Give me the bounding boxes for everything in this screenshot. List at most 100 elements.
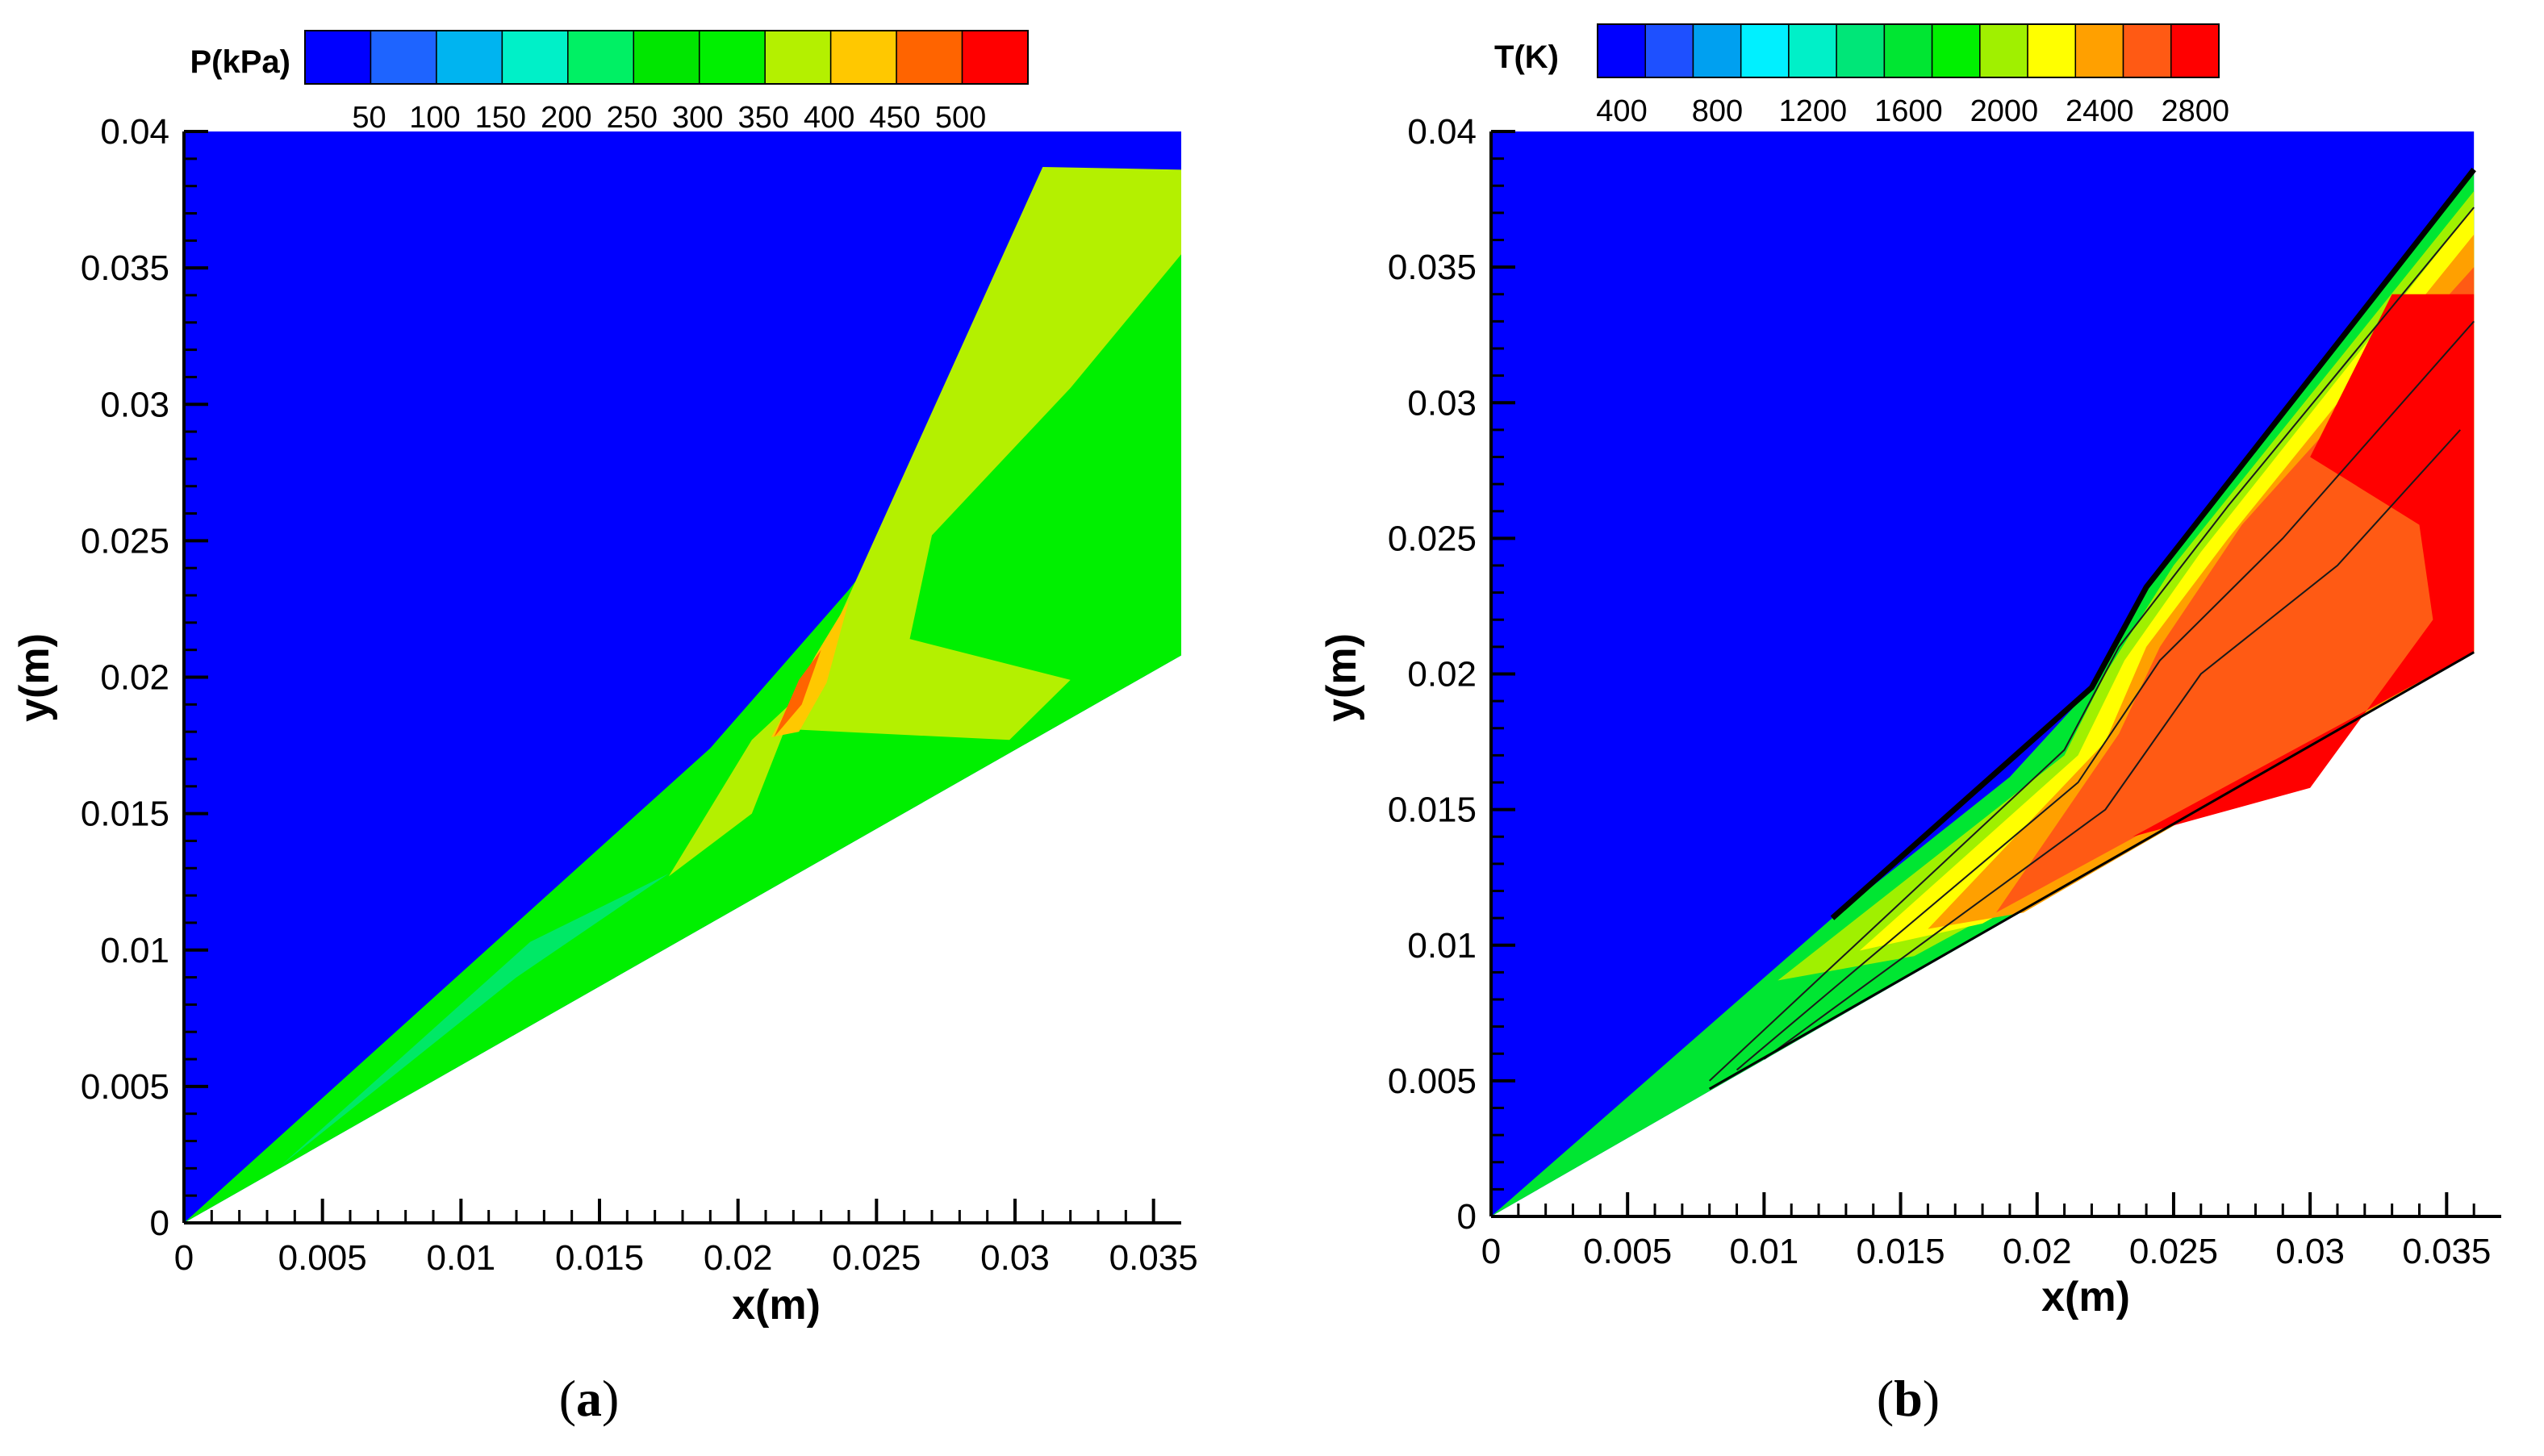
contour-line <box>1709 207 2475 1082</box>
x-tick-label: 0.025 <box>2129 1232 2218 1271</box>
legend-frame <box>1597 23 2220 78</box>
y-tick-label: 0.025 <box>1388 519 1477 558</box>
x-tick-label: 0.03 <box>980 1238 1050 1278</box>
legend-swatch <box>436 30 503 85</box>
legend-swatch <box>633 30 700 85</box>
x-tick-label: 0.03 <box>2275 1232 2345 1271</box>
legend-swatch <box>2170 23 2220 78</box>
y-tick-label: 0.015 <box>81 795 169 834</box>
legend-label: 1200 <box>1779 94 1848 128</box>
x-tick-label: 0 <box>174 1238 194 1278</box>
legend-swatch <box>2074 23 2124 78</box>
legend-swatch <box>1644 23 1694 78</box>
legend-swatch <box>370 30 437 85</box>
contour-line <box>1736 320 2475 1071</box>
spike-region <box>774 649 821 737</box>
wedge-surface-line <box>1708 651 2475 1091</box>
legend-swatch <box>1979 23 2028 78</box>
legend-swatch <box>2027 23 2077 78</box>
y-tick-label: 0.03 <box>1407 383 1477 423</box>
y-tick-label: 0.02 <box>100 658 169 698</box>
y-tick-label: 0.005 <box>1388 1062 1477 1101</box>
y-tick-label: 0.035 <box>1388 248 1477 287</box>
legend-swatch <box>961 30 1029 85</box>
legend-swatch <box>2122 23 2172 78</box>
y-tick-label: 0 <box>150 1204 169 1243</box>
x-tick-label: 0.015 <box>555 1238 644 1278</box>
legend-label: 250 <box>607 101 658 135</box>
y-axis-title: y(m) <box>1318 633 1365 722</box>
legend-swatch <box>1597 23 1646 78</box>
y-tick-label: 0.01 <box>100 931 169 970</box>
caption-letter: a <box>576 1370 602 1427</box>
legend-title: P(kPa) <box>190 44 291 80</box>
legend-label: 400 <box>804 101 854 135</box>
freestream-region <box>184 131 1181 1223</box>
legend-swatch <box>567 30 635 85</box>
caption-open: ( <box>1877 1370 1894 1427</box>
x-tick-label: 0.02 <box>704 1238 773 1278</box>
y-tick-label: 0.01 <box>1407 926 1477 966</box>
panel-caption: (a) <box>559 1370 620 1427</box>
caption-open: ( <box>559 1370 576 1427</box>
legend-swatch <box>1740 23 1790 78</box>
x-tick-label: 0.035 <box>1109 1238 1198 1278</box>
x-tick-label: 0.025 <box>832 1238 921 1278</box>
legend-swatch <box>829 30 897 85</box>
legend-swatch <box>896 30 963 85</box>
burned-region <box>2133 294 2475 837</box>
y-tick-label: 0.005 <box>81 1067 169 1107</box>
y-tick-label: 0.04 <box>1407 112 1477 152</box>
legend-label: 300 <box>672 101 723 135</box>
y-tick-label: 0.03 <box>100 385 169 424</box>
legend-label: 2400 <box>2066 94 2134 128</box>
freestream-region <box>1491 131 2475 1216</box>
y-tick-label: 0.035 <box>81 248 169 288</box>
x-axis-title: x(m) <box>732 1282 821 1329</box>
caption-close: ) <box>1923 1370 1940 1427</box>
x-tick-label: 0.035 <box>2402 1232 2491 1271</box>
legend-swatch <box>1931 23 1981 78</box>
x-tick-label: 0.01 <box>427 1238 496 1278</box>
x-tick-label: 0.005 <box>278 1238 367 1278</box>
legend-label: 200 <box>541 101 591 135</box>
legend-swatch <box>304 30 372 85</box>
legend-swatch <box>1836 23 1886 78</box>
legend-label: 50 <box>352 101 386 135</box>
legend-swatch <box>1883 23 1933 78</box>
legend-swatch <box>1788 23 1837 78</box>
y-tick-label: 0.015 <box>1388 791 1477 830</box>
legend-label: 1600 <box>1874 94 1943 128</box>
panel-b: 0 0.005 0.01 0.015 0.02 0.025 0.03 0.035 0 0.005 0… <box>1318 23 2501 1427</box>
x-tick-label: 0.015 <box>1857 1232 1945 1271</box>
y-tick-label: 0.04 <box>100 112 169 152</box>
y-axis-title: y(m) <box>11 633 58 722</box>
legend-label: 100 <box>409 101 460 135</box>
legend-swatch <box>501 30 569 85</box>
x-axis-title: x(m) <box>2041 1274 2130 1320</box>
x-tick-label: 0 <box>1481 1232 1501 1271</box>
legend-label: 150 <box>475 101 526 135</box>
y-tick-label: 0.025 <box>81 521 169 561</box>
legend-swatch <box>764 30 832 85</box>
contour-line <box>1763 429 2461 1060</box>
legend-label: 400 <box>1596 94 1647 128</box>
legend-label: 800 <box>1692 94 1743 128</box>
panel-a: 0 0.005 0.01 0.015 0.02 0.025 0.03 0.03500.0050… <box>11 30 1198 1427</box>
legend-swatch <box>698 30 766 85</box>
panel-caption: (b) <box>1877 1370 1940 1427</box>
y-tick-label: 0.02 <box>1407 655 1477 695</box>
x-tick-label: 0.005 <box>1583 1232 1672 1271</box>
legend-title: T(K) <box>1494 40 1559 75</box>
legend-label: 2000 <box>1970 94 2039 128</box>
x-tick-label: 0.02 <box>2003 1232 2072 1271</box>
shock-contour-band <box>1830 167 2476 920</box>
legend-label: 500 <box>935 101 986 135</box>
legend-swatch <box>1692 23 1742 78</box>
x-tick-label: 0.01 <box>1730 1232 1799 1271</box>
legend-label: 350 <box>737 101 788 135</box>
legend-label: 2800 <box>2161 94 2229 128</box>
y-tick-label: 0 <box>1457 1197 1477 1237</box>
caption-letter: b <box>1894 1370 1923 1427</box>
